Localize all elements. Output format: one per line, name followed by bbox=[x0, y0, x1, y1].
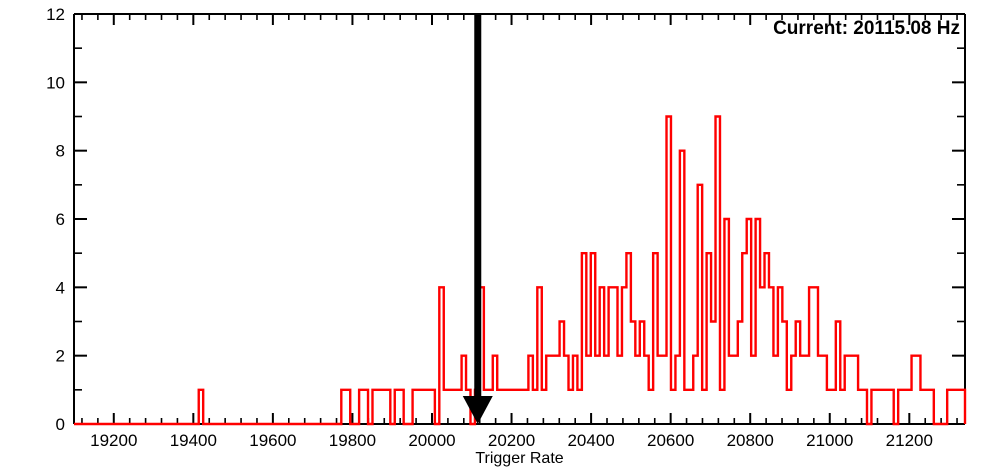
plot-frame bbox=[73, 13, 966, 425]
x-tick-label: 19400 bbox=[170, 431, 217, 450]
x-axis-ticks bbox=[81, 14, 958, 424]
current-rate-status: Current: 20115.08 Hz bbox=[773, 18, 960, 39]
marker-arrowhead bbox=[462, 396, 493, 424]
x-tick-label: 19600 bbox=[249, 431, 296, 450]
y-tick-label: 2 bbox=[56, 347, 65, 366]
y-tick-label: 0 bbox=[56, 415, 65, 434]
x-tick-label: 19200 bbox=[90, 431, 137, 450]
current-rate-marker bbox=[462, 14, 493, 424]
histogram-outline bbox=[74, 115, 967, 426]
histogram-series bbox=[74, 115, 967, 426]
y-axis-tick-labels: 0 2 4 6 8 10 12 bbox=[46, 5, 65, 434]
y-tick-label: 8 bbox=[56, 142, 65, 161]
x-tick-label: 20400 bbox=[567, 431, 614, 450]
x-axis-tick-labels: 19200 19400 19600 19800 20000 20200 20400 20600… bbox=[90, 431, 933, 450]
x-tick-label: 20800 bbox=[727, 431, 774, 450]
x-axis-title: Trigger Rate bbox=[475, 450, 563, 467]
x-tick-label: 19800 bbox=[329, 431, 376, 450]
x-tick-label: 20600 bbox=[647, 431, 694, 450]
y-tick-label: 10 bbox=[46, 73, 65, 92]
y-tick-label: 4 bbox=[56, 278, 65, 297]
x-tick-label: 20200 bbox=[488, 431, 535, 450]
y-tick-label: 6 bbox=[56, 210, 65, 229]
x-tick-label: 21200 bbox=[886, 431, 933, 450]
x-tick-label: 21000 bbox=[806, 431, 853, 450]
y-axis-ticks bbox=[74, 13, 965, 425]
x-tick-label: 20000 bbox=[408, 431, 455, 450]
y-tick-label: 12 bbox=[46, 5, 65, 24]
